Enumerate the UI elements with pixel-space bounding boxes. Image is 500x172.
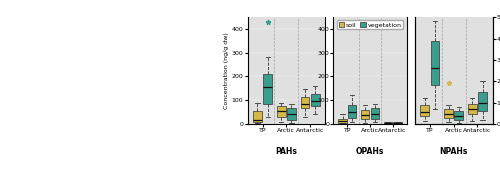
X-axis label: OPAHs: OPAHs [356, 147, 384, 156]
PathPatch shape [311, 94, 320, 106]
PathPatch shape [287, 108, 296, 120]
Legend: soil, vegetation: soil, vegetation [337, 20, 403, 29]
PathPatch shape [277, 106, 285, 117]
PathPatch shape [454, 111, 463, 120]
PathPatch shape [348, 105, 356, 118]
PathPatch shape [253, 111, 262, 122]
PathPatch shape [444, 109, 453, 118]
PathPatch shape [468, 104, 476, 114]
PathPatch shape [430, 41, 440, 85]
PathPatch shape [264, 74, 272, 104]
PathPatch shape [384, 122, 392, 123]
Y-axis label: Concentration (ng/g dw): Concentration (ng/g dw) [224, 32, 229, 109]
PathPatch shape [338, 119, 346, 123]
X-axis label: NPAHs: NPAHs [440, 147, 468, 156]
PathPatch shape [300, 97, 310, 108]
X-axis label: PAHs: PAHs [276, 147, 297, 156]
PathPatch shape [371, 108, 379, 119]
PathPatch shape [420, 105, 429, 116]
PathPatch shape [361, 110, 369, 119]
PathPatch shape [478, 92, 487, 111]
PathPatch shape [394, 122, 402, 123]
